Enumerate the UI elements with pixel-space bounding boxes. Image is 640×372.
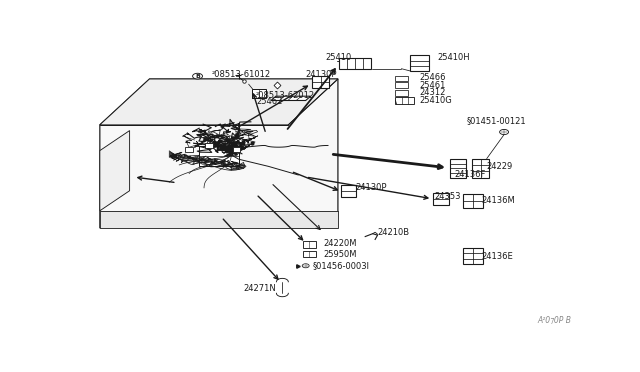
Bar — [450, 159, 466, 178]
Bar — [395, 90, 408, 96]
Text: §01451-00121: §01451-00121 — [467, 116, 527, 125]
Bar — [252, 89, 266, 97]
Polygon shape — [100, 131, 129, 211]
Polygon shape — [100, 79, 338, 228]
Text: 24353: 24353 — [435, 192, 461, 201]
Text: A²0⁊0P B: A²0⁊0P B — [537, 316, 571, 326]
Bar — [395, 76, 408, 81]
Text: 25410G: 25410G — [420, 96, 452, 105]
Bar — [303, 251, 316, 257]
Text: 24136F: 24136F — [454, 170, 486, 179]
Text: 25950M: 25950M — [323, 250, 356, 259]
Polygon shape — [100, 79, 338, 125]
Bar — [186, 147, 193, 152]
Polygon shape — [271, 96, 310, 100]
Circle shape — [302, 264, 309, 268]
Bar — [341, 185, 356, 197]
Text: 25410: 25410 — [326, 53, 352, 62]
Bar — [472, 159, 490, 178]
Polygon shape — [100, 211, 338, 228]
Text: B: B — [195, 74, 200, 78]
Bar — [303, 241, 316, 248]
Text: ²08513-62012: ²08513-62012 — [256, 91, 316, 100]
Text: 25410H: 25410H — [437, 53, 470, 62]
Bar — [312, 76, 329, 88]
Text: 24130P: 24130P — [306, 70, 337, 79]
Text: 24136M: 24136M — [482, 196, 515, 205]
Bar — [199, 146, 239, 166]
Text: 24136E: 24136E — [482, 252, 513, 261]
Bar — [339, 58, 371, 69]
Bar — [396, 97, 414, 104]
Text: 25466: 25466 — [420, 73, 446, 82]
Circle shape — [500, 129, 509, 135]
Bar — [463, 248, 483, 264]
Text: 25462: 25462 — [256, 97, 282, 106]
Text: 25461: 25461 — [420, 81, 446, 90]
Text: 24210B: 24210B — [378, 228, 410, 237]
Text: ²08513-61012: ²08513-61012 — [211, 70, 271, 79]
Text: 24229: 24229 — [486, 162, 513, 171]
Text: §01456-0003l: §01456-0003l — [313, 261, 370, 270]
Bar — [433, 193, 449, 205]
Bar — [395, 83, 408, 88]
Text: 24130P: 24130P — [355, 183, 387, 192]
Text: 24271N: 24271N — [244, 284, 276, 293]
Text: 24312: 24312 — [420, 88, 446, 97]
Circle shape — [193, 73, 202, 79]
Bar — [205, 143, 212, 148]
Text: 24220M: 24220M — [323, 239, 356, 248]
Bar — [232, 147, 240, 152]
Bar — [410, 55, 429, 71]
Bar — [463, 194, 483, 208]
